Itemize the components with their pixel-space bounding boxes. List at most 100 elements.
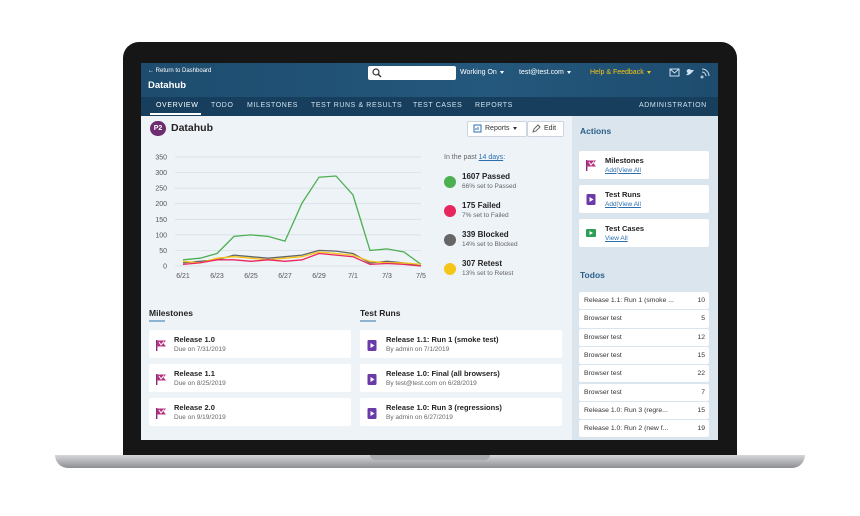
- action-name: Test Cases: [605, 224, 645, 233]
- milestone-card[interactable]: [149, 330, 351, 358]
- nav-tab[interactable]: OVERVIEW: [156, 102, 199, 109]
- search-box[interactable]: [368, 66, 456, 80]
- milestone-icon: [586, 160, 596, 171]
- data-line: [182, 251, 422, 266]
- admin-tab[interactable]: ADMINISTRATION: [639, 102, 707, 109]
- edit-button[interactable]: Edit: [527, 121, 564, 137]
- test-run-name: Release 1.0: Run 3 (regressions): [386, 403, 502, 412]
- todo-row[interactable]: [579, 346, 709, 365]
- x-tick-label: 6/23: [210, 273, 224, 280]
- todo-count: 10: [697, 297, 705, 304]
- action-card: [579, 151, 709, 179]
- icon: [366, 338, 378, 356]
- reports-button[interactable]: Reports: [467, 121, 527, 137]
- nav-tab[interactable]: TEST RUNS & RESULTS: [311, 102, 403, 109]
- action-link[interactable]: Add: [605, 201, 617, 208]
- todo-row[interactable]: [579, 401, 709, 420]
- milestone-name: Release 1.0: [174, 335, 215, 344]
- action-links: View All: [605, 235, 628, 242]
- working-on-menu[interactable]: Working On: [460, 69, 504, 76]
- status-detail: 7% set to Failed: [462, 212, 509, 219]
- status-dot: [444, 205, 456, 217]
- test-run-by: By admin on 7/1/2019: [386, 346, 450, 353]
- help: Help & Feedback: [590, 69, 644, 76]
- test-run-card[interactable]: [360, 364, 562, 392]
- page-title: Datahub: [171, 122, 213, 134]
- todo-row[interactable]: [579, 365, 709, 383]
- todo-count: 15: [697, 351, 705, 359]
- todo-name: Browser test: [584, 370, 622, 378]
- nav-tab[interactable]: REPORTS: [475, 102, 513, 109]
- data-line: [182, 175, 422, 265]
- nav-tab[interactable]: TEST CASES: [413, 102, 463, 109]
- milestone-name: Release 2.0: [174, 403, 215, 412]
- edit-icon: [532, 123, 541, 133]
- todo-row[interactable]: [579, 420, 709, 438]
- action-link[interactable]: View All: [618, 167, 641, 174]
- nav-bar: [141, 97, 718, 116]
- nav-tab[interactable]: TODO: [211, 102, 234, 109]
- icon: [585, 226, 597, 244]
- icon: [585, 158, 597, 176]
- action-card: [579, 185, 709, 213]
- action-links: Add|View All: [605, 201, 641, 208]
- test-run-card[interactable]: [360, 330, 562, 358]
- status-dot: [444, 263, 456, 275]
- milestone-icon: [156, 340, 166, 351]
- status-label: 307 Retest: [462, 259, 503, 268]
- todo-name: Release 1.1: Run 1 (smoke ...: [584, 297, 674, 304]
- todo-row[interactable]: [579, 292, 709, 310]
- action-link[interactable]: View All: [605, 235, 628, 242]
- todo-row[interactable]: [579, 328, 709, 346]
- working-on: Working On: [460, 69, 497, 76]
- todo-row[interactable]: [579, 383, 709, 401]
- y-tick-label: 0: [163, 264, 167, 271]
- x-tick-label: 7/1: [348, 273, 358, 280]
- icon: [155, 338, 167, 356]
- action-link[interactable]: Add: [605, 167, 617, 174]
- link-separator: |: [616, 167, 619, 174]
- link-separator: |: [616, 201, 619, 208]
- active-tab-underline: [150, 113, 201, 115]
- project-name: Datahub: [148, 80, 186, 91]
- action-card: [579, 219, 709, 247]
- status-label: 339 Blocked: [462, 230, 509, 239]
- todo-count: 5: [701, 315, 705, 323]
- action-links: Add|View All: [605, 167, 641, 174]
- status-label: 1607 Passed: [462, 172, 511, 181]
- x-tick-label: 7/3: [382, 273, 392, 280]
- user-menu[interactable]: test@test.com: [519, 69, 571, 76]
- todos-title: Todos: [580, 270, 605, 280]
- milestone-due: Due on 9/19/2019: [174, 414, 226, 421]
- test-run-card[interactable]: [360, 398, 562, 426]
- back-link[interactable]: ← Return to Dashboard: [148, 68, 212, 74]
- todo-count: 19: [697, 425, 705, 433]
- help-menu[interactable]: Help & Feedback: [590, 69, 651, 76]
- milestone-card[interactable]: [149, 398, 351, 426]
- milestone-card[interactable]: [149, 364, 351, 392]
- todo-name: Browser test: [584, 388, 622, 396]
- todo-count: 12: [697, 333, 705, 341]
- x-tick-label: 6/27: [278, 273, 292, 280]
- action-link[interactable]: View All: [618, 201, 641, 208]
- action-name: Milestones: [605, 156, 644, 165]
- icon: [155, 372, 167, 390]
- y-tick-label: 350: [155, 155, 167, 162]
- period-link[interactable]: 14 days: [478, 154, 504, 161]
- todo-row[interactable]: [579, 310, 709, 328]
- priority-badge: P2: [150, 121, 166, 136]
- y-tick-label: 150: [155, 217, 167, 224]
- status-dot: [444, 176, 456, 188]
- test-case-icon: [586, 229, 596, 237]
- milestone-name: Release 1.1: [174, 369, 215, 378]
- status-detail: 14% set to Blocked: [462, 241, 518, 248]
- search-icon: [372, 68, 382, 78]
- test-run-icon: [586, 194, 596, 205]
- status-detail: 13% set to Retest: [462, 270, 514, 277]
- edit-label: Edit: [544, 125, 557, 132]
- test-run-icon: [367, 340, 377, 351]
- nav-tab[interactable]: MILESTONES: [247, 102, 298, 109]
- icon: [155, 406, 167, 424]
- action-name: Test Runs: [605, 190, 641, 199]
